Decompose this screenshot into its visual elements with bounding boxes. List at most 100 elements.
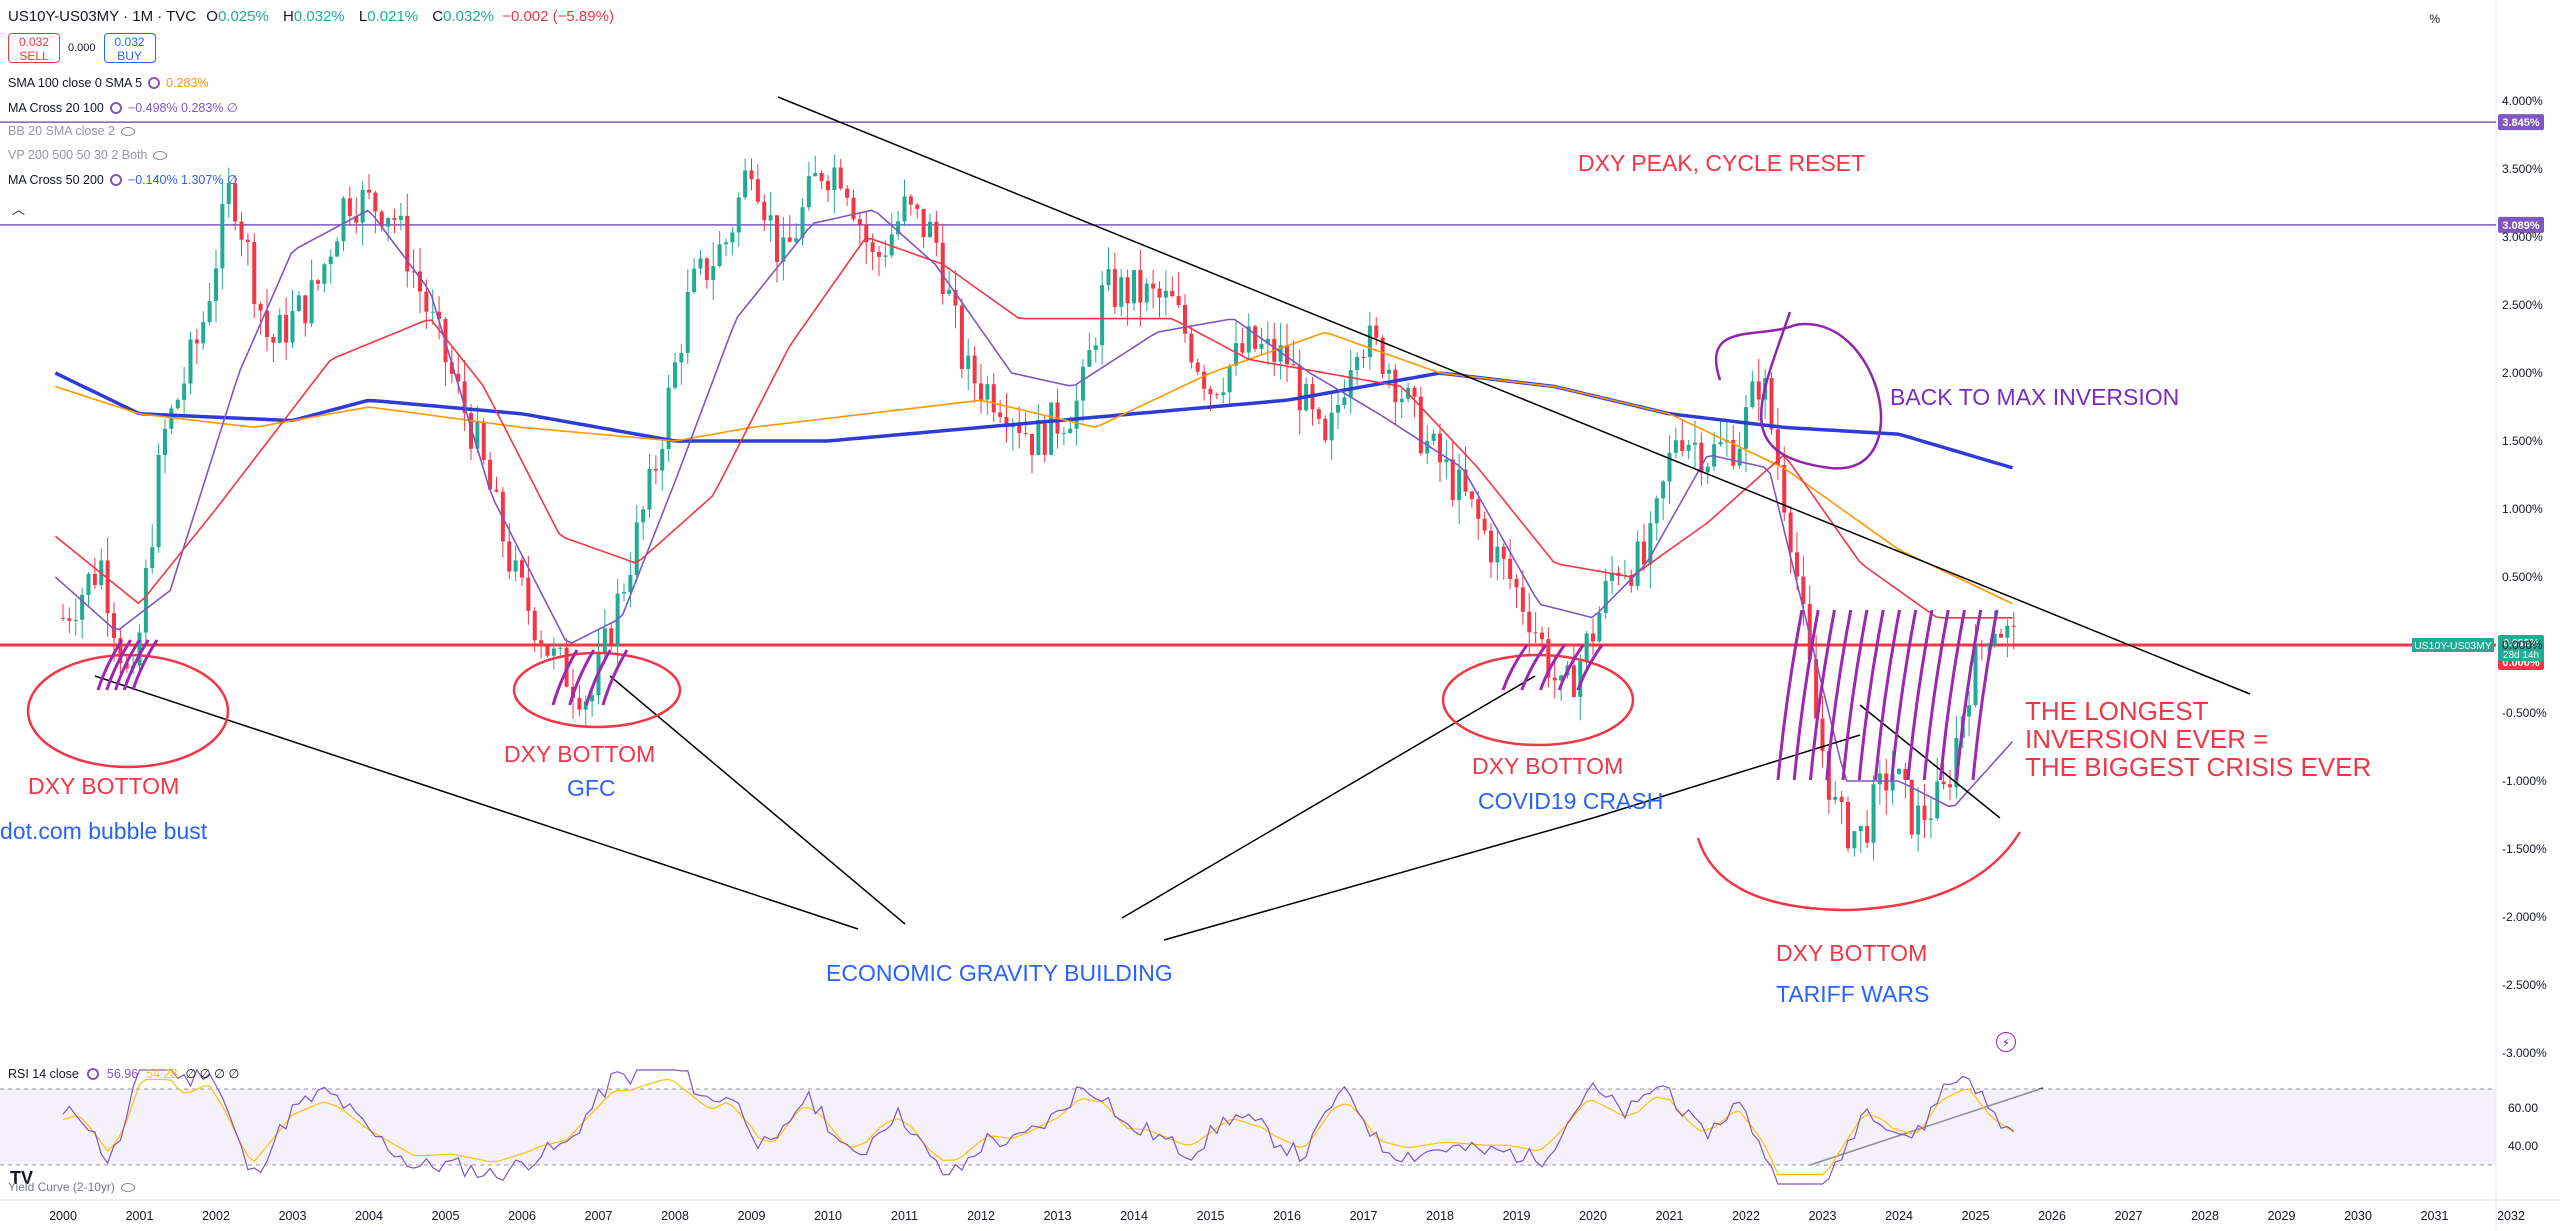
circle-max-inversion[interactable] [1714, 311, 1883, 470]
candle-body [717, 244, 722, 267]
candle-body [1106, 269, 1111, 286]
candle-body [653, 468, 658, 471]
settings-icon[interactable] [109, 173, 122, 186]
candle-body [513, 560, 518, 572]
candle-body [112, 613, 116, 639]
trendline-gravity-1[interactable] [94, 675, 859, 930]
candle-body [188, 339, 193, 384]
lightning-icon[interactable]: ⚡ [1996, 1032, 2016, 1052]
trendline-upper[interactable] [777, 96, 2251, 695]
symbol-tag [2412, 638, 2494, 652]
candle-body [456, 373, 461, 382]
indicator-vp[interactable]: VP 200 500 50 30 2 Both [8, 148, 168, 162]
candle-body [1087, 349, 1092, 367]
candle-body [1253, 326, 1258, 349]
close-value: 0.032% [443, 8, 495, 25]
time-tick-label: 2031 [2421, 1209, 2449, 1223]
indicator-ma-cross-50-200[interactable]: MA Cross 50 200 −0.140% 1.307% ∅ [8, 172, 238, 188]
candle-body [1042, 420, 1047, 455]
hidden-eye-icon[interactable] [153, 150, 168, 160]
settings-icon[interactable] [109, 101, 122, 114]
drawing-annotations[interactable] [26, 96, 2251, 1166]
candle-body [481, 422, 486, 460]
candle-body [494, 489, 499, 492]
candle-body [379, 211, 384, 227]
candle-body [679, 352, 684, 363]
indicator-bb[interactable]: BB 20 SMA close 2 [8, 124, 136, 138]
price-tick-label: 2.000% [2502, 366, 2543, 380]
indicator-ma-cross-20-100[interactable]: MA Cross 20 100 −0.498% 0.283% ∅ [8, 100, 238, 116]
candle-body [1916, 805, 1921, 835]
buy-button[interactable]: 0.032 BUY [103, 33, 156, 63]
candle-body [1482, 518, 1487, 531]
indicator-sma100[interactable]: SMA 100 close 0 SMA 5 0.283% [8, 76, 209, 90]
candle-body [437, 311, 442, 320]
trendline-decline[interactable] [1859, 704, 2001, 819]
trendline-gravity-3[interactable] [1121, 675, 1536, 919]
trendline-gravity-4[interactable] [1163, 817, 1594, 941]
time-axis[interactable]: 2000 2001 2002 2003 2004 2005 2006 2007 2008 2009… [49, 1209, 2525, 1223]
candle-body [1374, 325, 1379, 338]
candle-body [928, 221, 932, 238]
price-tick-label: -2.000% [2502, 910, 2547, 924]
candle-body [1578, 661, 1583, 697]
hidden-eye-icon[interactable] [121, 126, 136, 136]
candle-body [1189, 333, 1194, 363]
candle-body [864, 224, 869, 243]
candle-body [1227, 365, 1232, 393]
candle-body [1457, 469, 1462, 501]
horizontal-lines[interactable]: 3.845% 3.089% 0.000% US10Y-US03MY 0.032%28d … [0, 114, 2544, 670]
candle-body [1788, 512, 1793, 553]
settings-icon[interactable] [148, 77, 161, 89]
hatch-stroke [568, 649, 595, 706]
hatch-stroke [551, 649, 579, 706]
yield-curve-pane-label[interactable]: Yield Curve (2-10yr) [8, 1180, 135, 1194]
candle-body [1202, 371, 1207, 389]
ma-line [54, 371, 2013, 470]
circle-dxy-bottom-2[interactable] [512, 651, 682, 729]
candle-body [1061, 433, 1066, 435]
candle-body [1979, 643, 1984, 646]
trendline-gravity-2[interactable] [609, 675, 906, 925]
ma-line [54, 238, 2013, 619]
candle-body [1157, 288, 1162, 298]
candle-body [316, 280, 320, 284]
candle-body [1610, 572, 1615, 581]
candle-body [1138, 269, 1143, 303]
hatch-stroke [1874, 609, 1901, 781]
price-axis[interactable]: 4.000% 3.500% 3.000% 2.500% 2.000% 1.500% 1.00… [2502, 94, 2547, 1060]
candle-body [169, 408, 174, 429]
annotation-dxy-bottom-1: DXY BOTTOM [28, 773, 180, 799]
annotation-dxy-bottom-4: DXY BOTTOM [1776, 940, 1928, 966]
price-tick-label: 1.000% [2502, 502, 2543, 516]
candle-body [1297, 365, 1302, 411]
candle-body [411, 271, 416, 273]
circle-dxy-bottom-1[interactable] [26, 653, 230, 769]
rsi-legend[interactable]: RSI 14 close 56.96 54.28 ∅ ∅ ∅ ∅ [8, 1066, 239, 1082]
symbol-legend[interactable]: US10Y-US03MY · 1M · TVC O0.025% H0.032% … [8, 8, 614, 25]
price-tick-label: 0.500% [2502, 570, 2543, 584]
candle-body [1501, 546, 1506, 559]
countdown-label: 28d 14h [2503, 650, 2539, 661]
price-tick-label: 4.000% [2502, 94, 2543, 108]
sell-button[interactable]: 0.032 SELL [8, 33, 60, 63]
high-label: H [283, 8, 294, 25]
symbol-title[interactable]: US10Y-US03MY · 1M · TVC [8, 8, 197, 25]
buy-price: 0.032 [114, 35, 145, 49]
price-axis-tag [2498, 114, 2544, 131]
circle-dxy-bottom-3[interactable] [1441, 653, 1635, 747]
collapse-chevron-icon[interactable]: ︿ [12, 202, 26, 217]
candle-body [449, 362, 454, 374]
candle-body [1680, 440, 1685, 451]
candle-body [1508, 558, 1513, 580]
candle-body [296, 295, 301, 311]
trendline-covid[interactable] [1592, 734, 1861, 819]
settings-icon[interactable] [86, 1067, 99, 1080]
hidden-eye-icon[interactable] [120, 1182, 135, 1192]
arc-tariff-bottom[interactable] [1696, 831, 2022, 912]
candle-body [1629, 574, 1634, 586]
candle-body [1693, 442, 1697, 445]
candle-body [335, 241, 340, 257]
candle-body [755, 179, 760, 202]
